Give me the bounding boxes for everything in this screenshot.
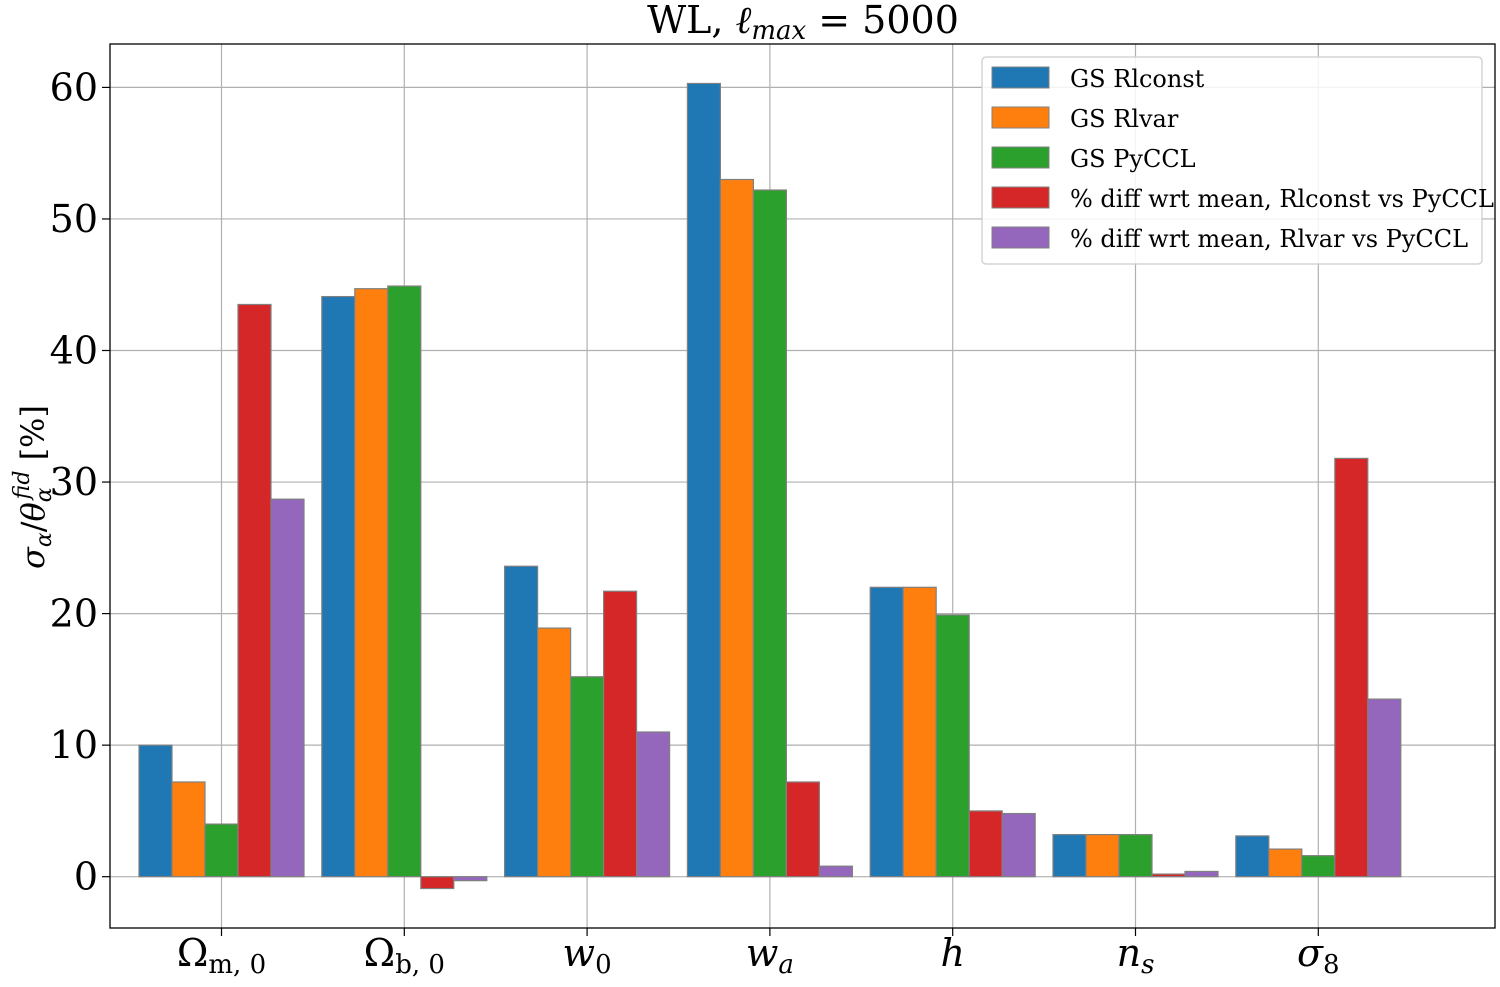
bar-series-0-cat-4 [869,586,904,878]
bar-series-1-cat-6 [1268,848,1303,878]
bar-series-0-cat-3 [686,82,722,878]
y-tick-label-3: 30 [50,460,98,504]
bar-series-2-cat-3 [752,189,788,878]
bar-series-3-cat-3 [785,781,821,878]
x-tick-label-1: Ωb, 0 [364,931,445,980]
bars-layer [138,82,1402,890]
legend-swatch-1 [991,106,1050,129]
bar-series-4-cat-0 [270,498,305,878]
legend-swatch-4 [991,226,1050,249]
plot-frame [109,43,1496,929]
bar-series-2-cat-2 [569,676,605,878]
y-tick-label-6: 60 [50,65,98,109]
legend-label-1: GS Rlvar [1070,105,1179,133]
y-tick-label-1: 10 [50,723,98,767]
bar-series-1-cat-1 [354,288,389,878]
x-tick-label-4: h [940,931,964,975]
bar-series-4-cat-6 [1367,698,1402,878]
svg-text:σα/θαfid [%]: σα/θαfid [%] [10,405,57,569]
bar-series-0-cat-6 [1235,835,1270,878]
axis-layer: 0 10 20 30 40 50 60 Ωm, 0 Ωb, 0 w0 wa h ns σ8 [50,43,1496,980]
legend-swatch-0 [991,66,1050,89]
bar-series-0-cat-0 [138,744,173,878]
bar-series-0-cat-2 [504,565,539,878]
legend-label-3: % diff wrt mean, Rlconst vs PyCCL [1070,185,1494,213]
bar-series-2-cat-4 [935,614,970,878]
y-axis-label: σα/θαfid [%] [10,405,57,569]
bar-series-3-cat-2 [602,590,638,878]
legend-swatch-3 [991,186,1050,209]
bar-series-0-cat-1 [321,295,356,878]
bar-series-2-cat-5 [1118,834,1153,878]
x-tick-label-0: Ωm, 0 [177,931,266,980]
bar-series-2-cat-6 [1301,855,1336,878]
bar-series-3-cat-5 [1151,873,1186,878]
y-tick-label-4: 40 [50,329,98,373]
bar-series-3-cat-0 [237,303,272,878]
y-tick-label-5: 50 [50,197,98,241]
y-tick-label-0: 0 [74,855,98,899]
bar-series-4-cat-3 [818,865,854,878]
legend-label-2: GS PyCCL [1070,145,1196,173]
bar-series-4-cat-1 [453,876,488,882]
bar-series-4-cat-2 [635,731,671,878]
x-tick-label-6: σ8 [1297,931,1340,980]
bar-series-1-cat-5 [1085,834,1120,878]
chart-title: WL, ℓmax = 5000 [647,0,959,46]
bar-series-2-cat-1 [387,285,422,878]
bar-series-2-cat-0 [204,823,239,878]
legend-box [981,56,1483,265]
bar-series-3-cat-1 [420,876,455,890]
x-tick-label-3: wa [746,931,794,980]
x-tick-label-5: ns [1117,931,1155,980]
legend: GS Rlconst GS Rlvar GS PyCCL % diff wrt mea… [981,56,1494,265]
bar-series-1-cat-4 [902,586,937,878]
legend-swatch-2 [991,146,1050,169]
bar-series-4-cat-4 [1001,812,1036,878]
bar-series-0-cat-5 [1052,834,1087,878]
bar-series-3-cat-6 [1334,457,1369,878]
bar-series-1-cat-3 [719,178,755,878]
bar-series-1-cat-0 [171,781,206,878]
bar-series-3-cat-4 [968,810,1003,878]
legend-label-0: GS Rlconst [1070,65,1205,93]
y-tick-label-2: 20 [50,592,98,636]
bar-series-4-cat-5 [1184,870,1219,878]
bar-series-1-cat-2 [536,627,572,878]
legend-label-4: % diff wrt mean, Rlvar vs PyCCL [1070,225,1468,253]
x-tick-label-2: w0 [563,931,612,980]
